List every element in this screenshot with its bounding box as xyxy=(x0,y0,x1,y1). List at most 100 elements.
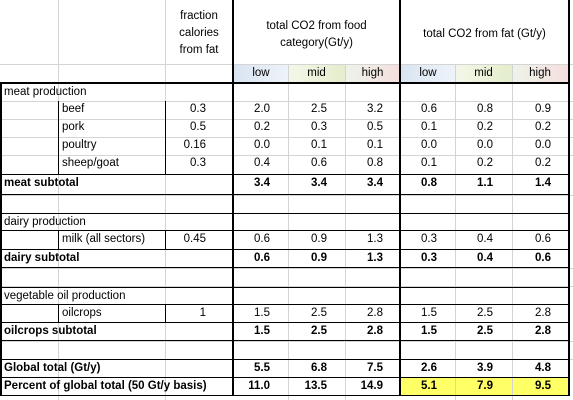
cell-fat-high: 0.2 xyxy=(535,157,551,169)
food-group-header-line-2: category(Gt/y) xyxy=(280,37,353,49)
cell-food-mid: 2.5 xyxy=(311,307,327,319)
cell-food-high: 1.3 xyxy=(367,233,383,245)
sub-header-high: high xyxy=(361,67,384,79)
cell-food-high: 0.5 xyxy=(367,121,383,133)
fraction-header-line-1: fraction xyxy=(180,10,218,22)
row-label: sheep/goat xyxy=(62,157,119,169)
cell-food-low: 0.6 xyxy=(254,233,270,245)
cell-fat-high: 4.8 xyxy=(535,362,551,374)
cell-food-high: 3.2 xyxy=(367,103,383,115)
cell-food-mid: 6.8 xyxy=(311,362,327,374)
food-group-header-line-1: total CO2 from food xyxy=(266,20,367,32)
cell-food-low: 2.0 xyxy=(254,103,270,115)
cell-food-high: 2.8 xyxy=(367,307,383,319)
mid-header-fill-2 xyxy=(455,64,512,82)
cell-fat-high: 0.2 xyxy=(535,121,551,133)
cell-fat-mid: 2.5 xyxy=(477,307,493,319)
cell-fat-high: 0.6 xyxy=(535,252,551,264)
high-header-fill xyxy=(345,64,400,82)
cell-fat-high: 9.5 xyxy=(535,380,551,392)
fat-group-header: total CO2 from fat (Gt/y) xyxy=(423,28,546,40)
cell-food-low: 11.0 xyxy=(248,380,270,392)
cell-food-low: 0.2 xyxy=(254,121,270,133)
cell-fat-low: 5.1 xyxy=(421,380,437,392)
cell-fat-mid: 2.5 xyxy=(477,325,493,337)
cell-fat-mid: 0.2 xyxy=(477,157,493,169)
cell-fat-high: 2.8 xyxy=(535,307,551,319)
row-label: poultry xyxy=(62,139,97,151)
cell-food-low: 1.5 xyxy=(254,307,270,319)
fraction-header: fraction calories from fat xyxy=(166,9,232,57)
fraction-value: 0.3 xyxy=(190,103,206,115)
cell-food-low: 0.6 xyxy=(254,252,270,264)
cell-fat-high: 2.8 xyxy=(535,325,551,337)
high-header-fill-2 xyxy=(512,64,569,82)
row-label: meat subtotal xyxy=(4,177,79,189)
cell-fat-low: 1.5 xyxy=(421,325,437,337)
cell-food-mid: 0.3 xyxy=(311,121,327,133)
sub-header-mid-fat: mid xyxy=(474,67,493,79)
cell-food-low: 0.0 xyxy=(254,139,270,151)
cell-food-high: 2.8 xyxy=(367,325,383,337)
row-label: dairy subtotal xyxy=(4,252,80,264)
cell-fat-low: 0.0 xyxy=(421,139,437,151)
cell-fat-mid: 0.8 xyxy=(477,103,493,115)
cell-fat-high: 0.0 xyxy=(535,139,551,151)
cell-food-low: 1.5 xyxy=(254,325,270,337)
cell-food-low: 0.4 xyxy=(254,157,270,169)
fraction-value: 1 xyxy=(199,307,206,319)
low-header-fill-2 xyxy=(400,64,455,82)
row-label: Percent of global total (50 Gt/y basis) xyxy=(4,380,207,392)
cell-fat-low: 0.3 xyxy=(421,233,437,245)
highlight-fill xyxy=(400,377,569,395)
fraction-header-line-2: calories xyxy=(179,27,219,39)
cell-fat-high: 0.9 xyxy=(535,103,551,115)
cell-food-mid: 3.4 xyxy=(311,177,327,189)
cell-fat-mid: 7.9 xyxy=(477,380,493,392)
section-meat: meat production xyxy=(4,86,87,98)
cell-food-low: 5.5 xyxy=(254,362,270,374)
fraction-value: 0.16 xyxy=(183,139,206,151)
cell-fat-mid: 0.0 xyxy=(477,139,493,151)
cell-food-high: 14.9 xyxy=(360,380,383,392)
cell-fat-low: 2.6 xyxy=(421,362,437,374)
sub-header-low-fat: low xyxy=(419,67,437,79)
cell-food-low: 3.4 xyxy=(254,177,270,189)
row-label: oilcrops xyxy=(62,307,102,319)
cell-fat-mid: 1.1 xyxy=(477,177,493,189)
cell-fat-mid: 3.9 xyxy=(477,362,493,374)
cell-fat-mid: 0.4 xyxy=(477,233,493,245)
row-label: pork xyxy=(62,121,85,133)
cell-food-high: 0.8 xyxy=(367,157,383,169)
sub-header-low: low xyxy=(252,67,270,79)
cell-fat-high: 0.6 xyxy=(535,233,551,245)
cell-fat-low: 0.3 xyxy=(421,252,437,264)
cell-fat-mid: 0.4 xyxy=(477,252,493,264)
cell-food-mid: 0.9 xyxy=(311,233,327,245)
cell-food-mid: 0.6 xyxy=(311,157,327,169)
cell-food-high: 1.3 xyxy=(367,252,383,264)
cell-food-high: 0.1 xyxy=(367,139,383,151)
section-vegetable-oil: vegetable oil production xyxy=(4,290,126,302)
food-group-header: total CO2 from food category(Gt/y) xyxy=(234,19,399,50)
cell-food-mid: 2.5 xyxy=(311,103,327,115)
row-label: milk (all sectors) xyxy=(62,233,146,245)
fraction-header-line-3: from fat xyxy=(179,44,219,56)
cell-food-high: 3.4 xyxy=(367,177,383,189)
cell-fat-high: 1.4 xyxy=(535,177,551,189)
cell-food-mid: 0.9 xyxy=(311,252,327,264)
cell-fat-mid: 0.2 xyxy=(477,121,493,133)
cell-food-mid: 2.5 xyxy=(311,325,327,337)
cell-fat-low: 1.5 xyxy=(421,307,437,319)
cell-fat-low: 0.1 xyxy=(421,121,437,133)
fraction-value: 0.3 xyxy=(190,157,206,169)
section-dairy: dairy production xyxy=(4,216,86,228)
cell-fat-low: 0.6 xyxy=(421,103,437,115)
fraction-value: 0.45 xyxy=(183,233,206,245)
fraction-value: 0.5 xyxy=(190,121,206,133)
row-label: oilcrops subtotal xyxy=(4,325,97,337)
cell-fat-low: 0.8 xyxy=(421,177,437,189)
sub-header-high-fat: high xyxy=(529,67,551,79)
low-header-fill xyxy=(234,64,288,82)
